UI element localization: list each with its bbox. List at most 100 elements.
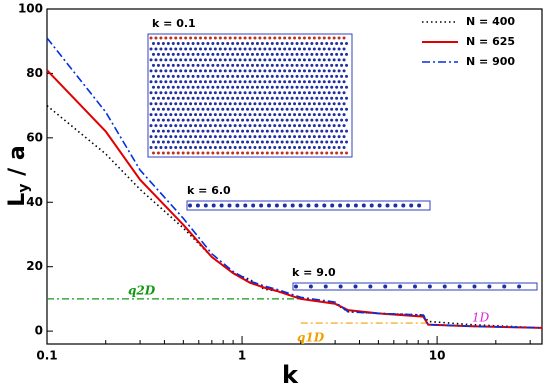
particle xyxy=(327,102,331,106)
particle xyxy=(280,151,284,155)
particle xyxy=(156,118,160,122)
particle xyxy=(320,63,324,67)
particle xyxy=(302,102,306,106)
particle xyxy=(273,36,277,40)
particle xyxy=(337,113,341,117)
particle xyxy=(196,140,200,144)
particle xyxy=(307,91,311,95)
particle xyxy=(298,203,303,208)
particle xyxy=(149,58,153,62)
particle xyxy=(203,36,207,40)
particle xyxy=(305,41,309,45)
particle xyxy=(161,118,165,122)
particle xyxy=(243,91,247,95)
particle xyxy=(186,140,190,144)
particle xyxy=(223,113,227,117)
particle xyxy=(156,85,160,89)
particle xyxy=(268,47,272,51)
particle xyxy=(260,41,264,45)
particle xyxy=(176,41,180,45)
particle xyxy=(325,52,329,56)
particle xyxy=(151,151,155,155)
particle xyxy=(151,85,155,89)
particle xyxy=(317,36,321,40)
particle xyxy=(340,107,344,111)
particle xyxy=(216,118,220,122)
particle xyxy=(208,146,212,150)
particle xyxy=(293,36,297,40)
particle xyxy=(201,107,205,111)
particle xyxy=(231,129,235,133)
particle xyxy=(251,203,256,208)
particle xyxy=(199,91,202,95)
particle xyxy=(149,91,153,95)
particle xyxy=(184,146,188,150)
particle xyxy=(241,96,245,100)
particle xyxy=(211,203,216,208)
particle xyxy=(265,63,269,67)
particle xyxy=(208,58,212,62)
particle xyxy=(472,284,477,289)
particle xyxy=(263,146,267,150)
particle xyxy=(273,58,277,62)
particle xyxy=(154,102,158,106)
particle xyxy=(330,41,334,45)
particle xyxy=(327,58,331,62)
particle xyxy=(161,107,165,111)
particle xyxy=(268,124,272,128)
particle xyxy=(203,203,208,208)
particle xyxy=(164,135,168,139)
legend-label: N = 900 xyxy=(466,55,515,68)
particle xyxy=(221,85,225,89)
particle xyxy=(302,135,306,139)
particle xyxy=(223,91,227,95)
particle xyxy=(265,52,269,56)
particle xyxy=(228,113,232,117)
particle xyxy=(280,41,284,45)
particle xyxy=(179,69,183,73)
particle xyxy=(268,80,272,84)
particle xyxy=(340,63,344,67)
particle xyxy=(285,96,289,100)
particle xyxy=(206,140,210,144)
particle xyxy=(290,52,294,56)
particle xyxy=(340,74,344,78)
particle xyxy=(317,91,321,95)
particle xyxy=(305,129,309,133)
particle xyxy=(231,118,235,122)
particle xyxy=(184,69,188,73)
particle xyxy=(342,47,346,51)
particle xyxy=(278,113,282,117)
particle xyxy=(228,80,232,84)
particle xyxy=(312,36,316,40)
particle xyxy=(288,146,292,150)
particle xyxy=(393,203,398,208)
particle xyxy=(255,41,259,45)
particle xyxy=(189,146,193,150)
particle xyxy=(191,74,195,78)
particle xyxy=(208,135,212,139)
particle xyxy=(228,135,232,139)
particle xyxy=(340,41,344,45)
particle xyxy=(243,58,247,62)
particle xyxy=(280,52,284,56)
particle xyxy=(273,91,277,95)
particle xyxy=(385,203,390,208)
particle xyxy=(322,69,326,73)
particle xyxy=(218,69,222,73)
particle xyxy=(246,52,250,56)
particle xyxy=(335,52,339,56)
particle xyxy=(295,140,299,144)
particle xyxy=(189,124,193,128)
particle xyxy=(194,58,198,62)
particle xyxy=(151,96,155,100)
particle xyxy=(218,80,222,84)
y-label-main: L xyxy=(5,193,30,207)
particle xyxy=(337,124,341,128)
particle xyxy=(213,135,217,139)
particle xyxy=(181,85,185,89)
particle xyxy=(161,151,165,155)
particle xyxy=(179,113,183,117)
particle xyxy=(213,47,217,51)
particle xyxy=(171,129,175,133)
